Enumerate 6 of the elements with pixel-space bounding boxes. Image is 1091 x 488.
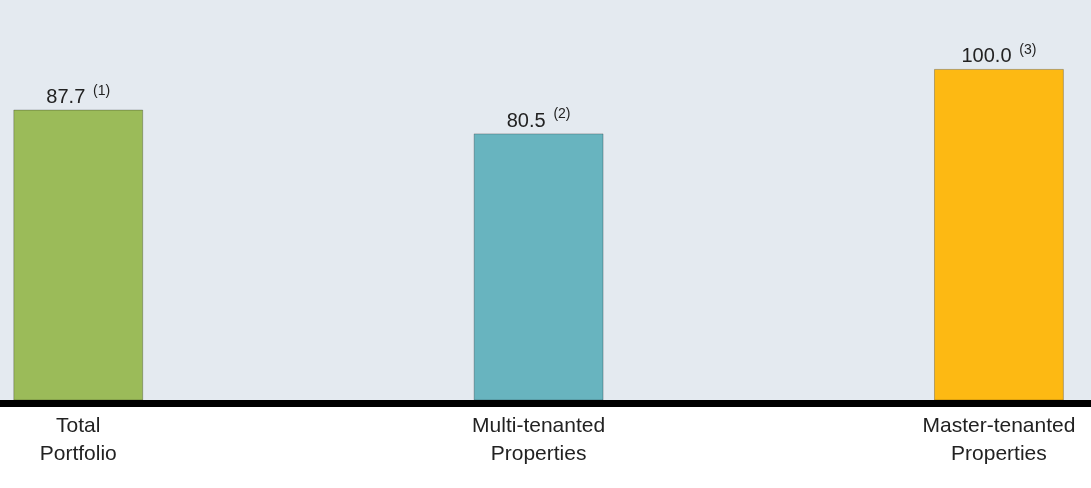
x-tick-label: Multi-tenanted Properties: [472, 413, 606, 464]
data-label: 80.5$^{(2)}$: [506, 105, 571, 131]
data-label: 87.7$^{(1)}$: [46, 81, 111, 108]
data-label: 100.0$^{(3)}$: [961, 41, 1037, 67]
x-tick-label: Master-tenanted Properties: [922, 413, 1076, 464]
x-tick-label: Total Portfolio: [39, 413, 117, 464]
